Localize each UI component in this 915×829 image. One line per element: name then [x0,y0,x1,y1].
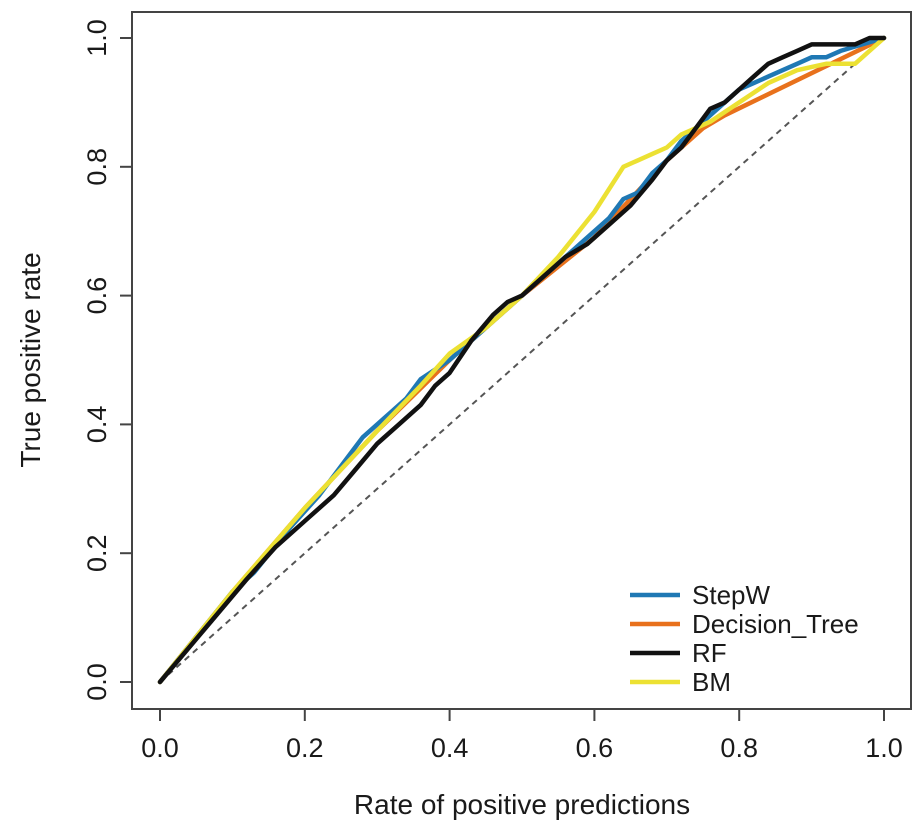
axis-layer: 0.0 0.2 0.4 0.6 0.8 1.0 0.0 0.2 0.4 0.6 0.8 1.0 [82,11,912,763]
legend-label-decision-tree: Decision_Tree [692,609,859,639]
x-tick-label: 1.0 [865,733,903,763]
legend-label-rf: RF [692,638,727,668]
series-line-rf [157,35,887,685]
legend-label-stepw: StepW [692,580,770,610]
y-tick-label: 0.8 [82,148,112,186]
x-tick-label: 0.0 [141,733,179,763]
reference-diagonal-line [159,37,885,683]
y-axis-label: True positive rate [15,252,46,467]
x-tick-label: 0.8 [720,733,758,763]
y-tick-label: 0.2 [82,534,112,572]
series-line-bm [157,35,887,685]
y-tick-label: 1.0 [82,19,112,57]
plot-layer [157,35,887,685]
x-tick-label: 0.2 [286,733,324,763]
plot-frame [131,11,912,710]
series-line-stepw [157,35,887,685]
legend-label-bm: BM [692,667,731,697]
y-tick-label: 0.4 [82,406,112,444]
y-tick-label: 0.0 [82,663,112,701]
x-tick-label: 0.6 [576,733,614,763]
x-axis-label: Rate of positive predictions [354,789,690,820]
y-tick-label: 0.6 [82,277,112,315]
x-tick-label: 0.4 [431,733,469,763]
